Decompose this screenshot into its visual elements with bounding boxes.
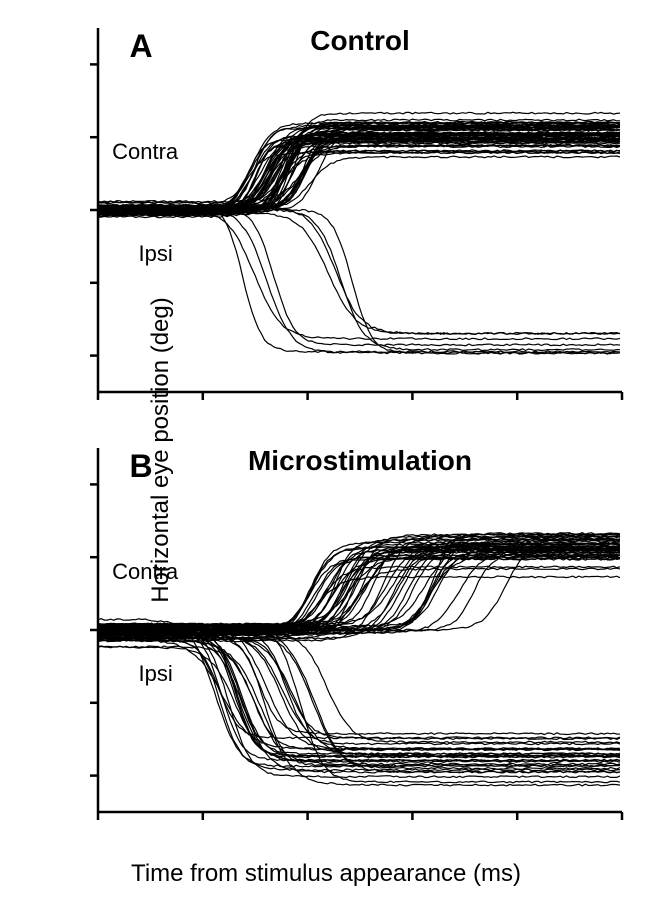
trace (98, 208, 620, 354)
trace (98, 206, 620, 346)
panel-title: Control (310, 25, 410, 56)
trace (98, 209, 620, 351)
trace (98, 628, 620, 773)
x-axis-label: Time from stimulus appearance (ms) (131, 860, 521, 888)
panel-title: Microstimulation (248, 445, 472, 476)
panel-a: -20-1001020AControlContraIpsi (90, 20, 630, 400)
trace (98, 209, 620, 340)
panel-b: -20-10010200100200300400500BMicrostimula… (90, 440, 630, 820)
annotation: Contra (112, 139, 179, 164)
trace (98, 637, 620, 745)
trace (98, 206, 620, 334)
panel-label: B (129, 448, 152, 484)
trace (98, 634, 620, 750)
annotation: Ipsi (139, 661, 173, 686)
trace (98, 207, 620, 354)
trace (98, 646, 620, 762)
figure-container: Horizontal eye position (deg) Time from … (0, 0, 652, 900)
trace (98, 627, 620, 761)
trace (98, 201, 620, 352)
panel-label: A (129, 28, 152, 64)
trace (98, 639, 620, 739)
trace (98, 623, 620, 750)
trace (98, 637, 620, 766)
trace (98, 623, 620, 782)
trace (98, 628, 620, 778)
annotation: Contra (112, 559, 179, 584)
annotation: Ipsi (139, 241, 173, 266)
panel-b-svg: -20-10010200100200300400500BMicrostimula… (90, 440, 630, 820)
trace (98, 640, 620, 765)
panel-a-svg: -20-1001020AControlContraIpsi (90, 20, 630, 400)
